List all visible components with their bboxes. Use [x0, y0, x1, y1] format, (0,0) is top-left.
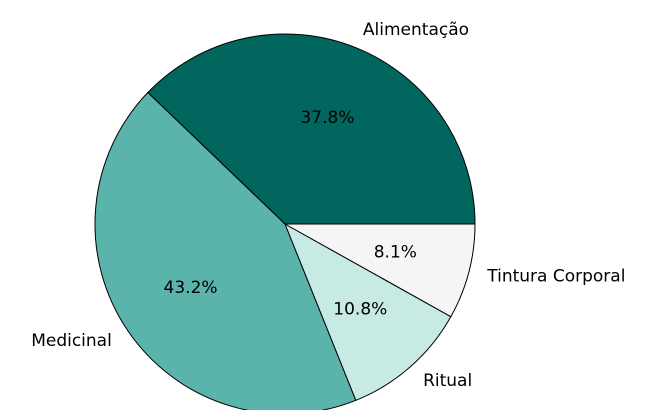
percent-label: 10.8% [333, 300, 387, 320]
slice-label: Alimentação [363, 20, 469, 40]
percent-label: 8.1% [374, 243, 417, 263]
slice-label: Medicinal [31, 331, 112, 351]
pie-slice [283, 223, 476, 318]
pie-slice [284, 222, 452, 401]
slice-label: Ritual [423, 371, 472, 391]
slice-label: Tintura Corporal [486, 267, 625, 287]
percent-label: 43.2% [164, 278, 218, 298]
pie-slice [147, 33, 476, 225]
pie-slice [94, 91, 357, 410]
percent-label: 37.8% [300, 108, 354, 128]
